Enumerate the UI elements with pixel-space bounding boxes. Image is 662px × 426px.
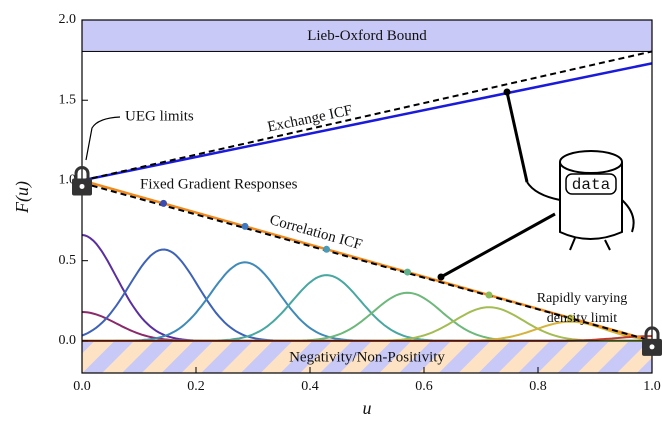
frame (81, 19, 653, 374)
lock-hole (649, 344, 655, 350)
lock-shackle (74, 165, 90, 181)
y-tick-label: 2.0 (59, 12, 77, 27)
dashed-line (82, 50, 652, 182)
pointer (440, 212, 556, 279)
limbs (526, 181, 635, 251)
lock-icon (642, 326, 662, 356)
region-label: Negativity/Non-Positivity (289, 349, 445, 365)
y-tick-label: 0.0 (59, 333, 77, 348)
line (82, 62, 652, 182)
y-axis-label: F(u) (12, 181, 33, 214)
pointer-dot (503, 88, 511, 96)
mascot: data (437, 88, 635, 281)
x-tick-label: 0.4 (301, 379, 319, 394)
x-tick-label: 0.0 (73, 379, 91, 394)
y-tick-label: 1.5 (59, 92, 77, 107)
lock-icon (72, 165, 92, 196)
x-tick-label: 0.8 (529, 379, 547, 394)
pointer-dot (437, 273, 445, 281)
annotation: Rapidly varying (537, 291, 628, 306)
region (82, 340, 652, 373)
y-tick-label: 0.5 (59, 253, 77, 268)
bump (82, 274, 652, 342)
pointer (505, 91, 529, 183)
annotation: Fixed Gradient Responses (140, 176, 298, 192)
leader (85, 116, 121, 161)
lock-hole (79, 183, 85, 189)
can-top (559, 150, 623, 174)
point (241, 222, 249, 230)
annotation: UEG limits (125, 108, 194, 124)
point (160, 199, 168, 207)
plot-area (82, 20, 652, 373)
point (403, 268, 411, 276)
point (566, 314, 574, 322)
dashed-line (82, 181, 652, 342)
line-label: Exchange ICF (266, 103, 354, 136)
x-tick-label: 1.0 (643, 379, 661, 394)
point (323, 245, 331, 253)
x-axis-label: u (363, 398, 372, 418)
annotation: density limit (547, 311, 618, 326)
label (565, 173, 617, 195)
lock-shackle (644, 326, 660, 341)
x-tick-label: 0.2 (187, 379, 205, 394)
point (485, 291, 493, 299)
mascot-text: data (572, 176, 611, 194)
x-tick-label: 0.6 (415, 379, 433, 394)
y-tick-label: 1.0 (59, 173, 77, 188)
region-label: Lieb-Oxford Bound (307, 28, 427, 44)
region (82, 20, 652, 52)
